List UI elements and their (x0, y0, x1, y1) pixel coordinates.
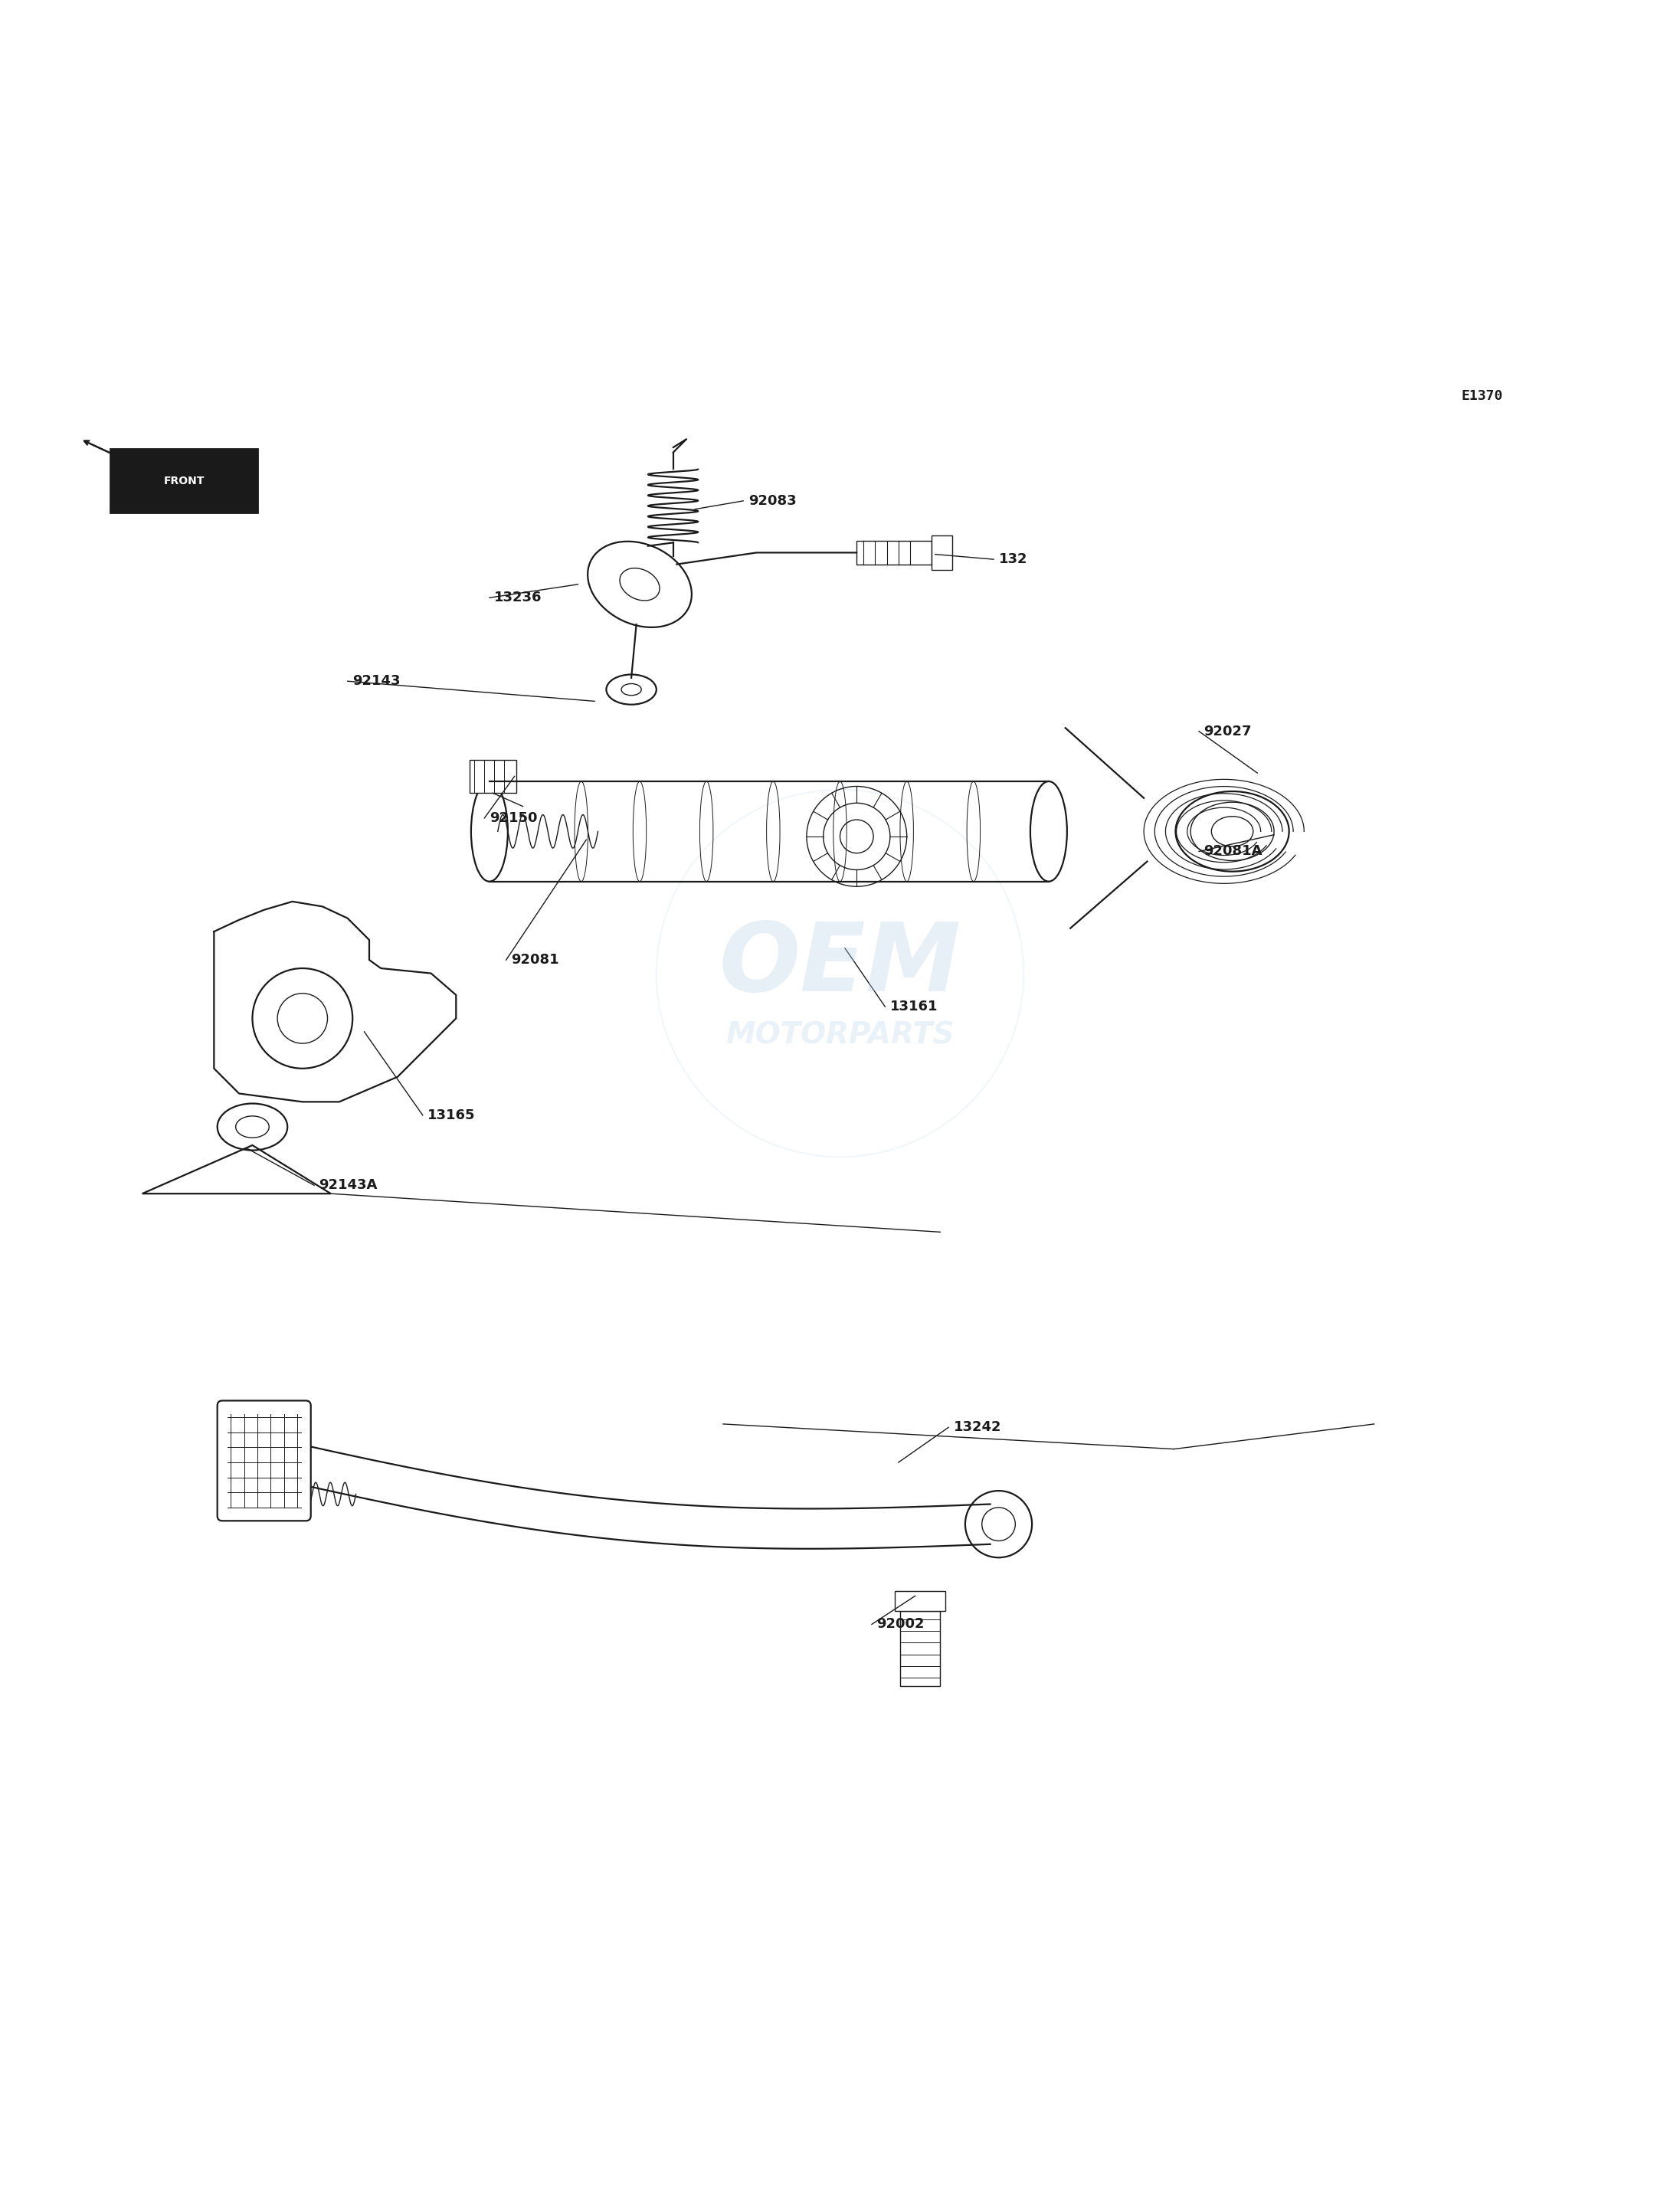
Text: 13236: 13236 (494, 591, 543, 604)
Text: 92150: 92150 (489, 811, 538, 824)
FancyBboxPatch shape (217, 1402, 311, 1520)
FancyBboxPatch shape (469, 760, 516, 793)
FancyBboxPatch shape (857, 540, 932, 565)
Text: 92143A: 92143A (319, 1178, 378, 1193)
FancyBboxPatch shape (895, 1591, 946, 1610)
Text: 92002: 92002 (877, 1617, 924, 1630)
Text: 13161: 13161 (890, 1000, 937, 1013)
FancyBboxPatch shape (900, 1610, 941, 1685)
Ellipse shape (470, 782, 507, 881)
Text: OEM: OEM (719, 918, 961, 1011)
Ellipse shape (1030, 782, 1067, 881)
Text: MOTORPARTS: MOTORPARTS (726, 1022, 954, 1050)
FancyBboxPatch shape (111, 448, 257, 512)
Text: 13242: 13242 (954, 1421, 1001, 1435)
Text: 92083: 92083 (748, 494, 796, 508)
Text: 132: 132 (998, 551, 1026, 567)
Text: 92081: 92081 (511, 953, 559, 967)
Text: FRONT: FRONT (163, 475, 205, 486)
Text: 92027: 92027 (1205, 725, 1252, 738)
FancyBboxPatch shape (932, 536, 953, 571)
Text: 92143: 92143 (353, 674, 400, 688)
Text: 92081A: 92081A (1205, 844, 1263, 859)
Text: 13165: 13165 (428, 1107, 475, 1123)
Text: E1370: E1370 (1462, 389, 1502, 402)
